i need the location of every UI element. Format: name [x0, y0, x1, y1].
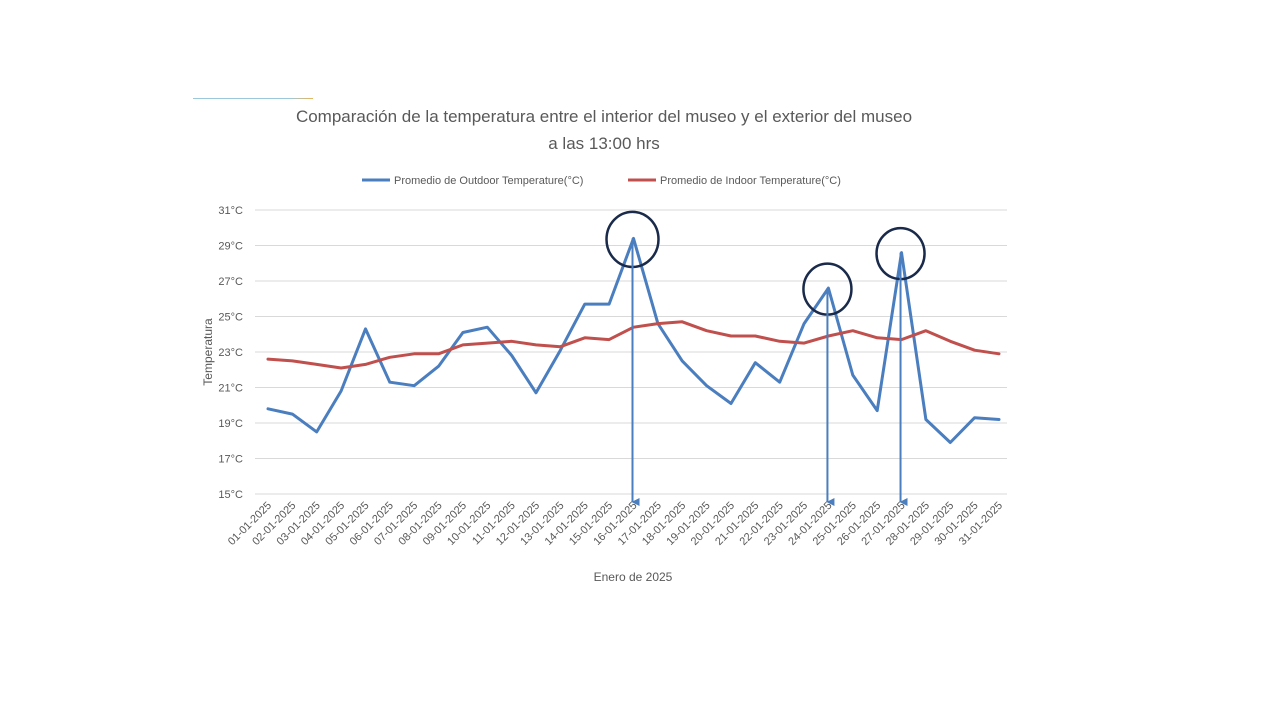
y-tick-label: 25°C — [218, 312, 243, 324]
outdoor-data-point — [509, 353, 515, 359]
chart-title-line1: Comparación de la temperatura entre el i… — [296, 107, 912, 126]
outdoor-data-point — [752, 360, 758, 366]
indoor-data-point — [387, 354, 393, 360]
outdoor-data-point — [728, 400, 734, 406]
outdoor-data-point — [582, 301, 588, 307]
y-tick-label: 19°C — [218, 418, 243, 430]
indoor-data-point — [801, 340, 807, 346]
indoor-data-point — [338, 365, 344, 371]
indoor-data-point — [557, 344, 563, 350]
indoor-data-point — [752, 333, 758, 339]
indoor-data-point — [679, 319, 685, 325]
x-axis-title: Enero de 2025 — [594, 570, 673, 584]
indoor-data-point — [509, 338, 515, 344]
indoor-data-point — [777, 338, 783, 344]
outdoor-data-point — [850, 372, 856, 378]
x-axis-ticks: 01-01-202502-01-202503-01-202504-01-2025… — [226, 500, 1005, 548]
indoor-data-point — [704, 328, 710, 334]
outdoor-data-point — [606, 301, 612, 307]
outdoor-data-point — [265, 406, 271, 412]
outdoor-data-point — [314, 429, 320, 435]
outdoor-data-point — [362, 326, 368, 332]
outdoor-data-point — [923, 416, 929, 422]
indoor-data-point — [314, 361, 320, 367]
indoor-data-point — [874, 335, 880, 341]
indoor-data-point — [265, 356, 271, 362]
outdoor-data-point — [289, 411, 295, 417]
legend-outdoor-label: Promedio de Outdoor Temperature(°C) — [394, 175, 583, 187]
outdoor-data-point — [996, 416, 1002, 422]
outdoor-data-point — [533, 390, 539, 396]
legend-indoor-label: Promedio de Indoor Temperature(°C) — [660, 175, 841, 187]
outdoor-data-point — [874, 408, 880, 414]
indoor-data-point — [460, 342, 466, 348]
y-tick-label: 21°C — [218, 383, 243, 395]
indoor-data-point — [362, 361, 368, 367]
outdoor-data-point — [801, 321, 807, 327]
outdoor-data-point — [484, 324, 490, 330]
indoor-data-point — [582, 335, 588, 341]
outdoor-data-point — [411, 383, 417, 389]
peak-annotations — [605, 210, 926, 506]
y-tick-label: 15°C — [218, 489, 243, 501]
indoor-data-point — [850, 328, 856, 334]
y-tick-label: 29°C — [218, 241, 243, 253]
chart-title: Comparación de la temperatura entre el i… — [296, 107, 912, 153]
indoor-data-point — [996, 351, 1002, 357]
outdoor-data-point — [972, 415, 978, 421]
title-accent-line — [193, 98, 313, 99]
indoor-data-point — [533, 342, 539, 348]
chart-title-line2: a las 13:00 hrs — [548, 134, 660, 153]
indoor-data-point — [289, 358, 295, 364]
y-tick-label: 23°C — [218, 347, 243, 359]
indoor-data-point — [606, 337, 612, 343]
indoor-data-point — [923, 328, 929, 334]
outdoor-data-point — [704, 383, 710, 389]
indoor-data-point — [411, 351, 417, 357]
indoor-data-point — [484, 340, 490, 346]
y-tick-label: 27°C — [218, 276, 243, 288]
gridlines — [255, 209, 1007, 495]
chart-legend: Promedio de Outdoor Temperature(°C) Prom… — [362, 175, 841, 187]
outdoor-data-point — [947, 440, 953, 446]
y-axis-title: Temperatura — [201, 318, 215, 386]
outdoor-data-point — [387, 379, 393, 385]
y-tick-label: 31°C — [218, 205, 243, 217]
indoor-data-point — [728, 333, 734, 339]
indoor-data-point — [972, 347, 978, 353]
y-tick-label: 17°C — [218, 454, 243, 466]
outdoor-data-point — [338, 388, 344, 394]
indoor-data-point — [436, 351, 442, 357]
outdoor-data-point — [679, 358, 685, 364]
y-axis-ticks: 15°C 17°C 19°C 21°C 23°C 25°C 27°C 29°C 31°C — [218, 205, 243, 501]
outdoor-data-point — [436, 363, 442, 369]
outdoor-data-point — [460, 329, 466, 335]
indoor-data-point — [947, 338, 953, 344]
indoor-data-point — [655, 321, 661, 327]
outdoor-data-point — [777, 379, 783, 385]
